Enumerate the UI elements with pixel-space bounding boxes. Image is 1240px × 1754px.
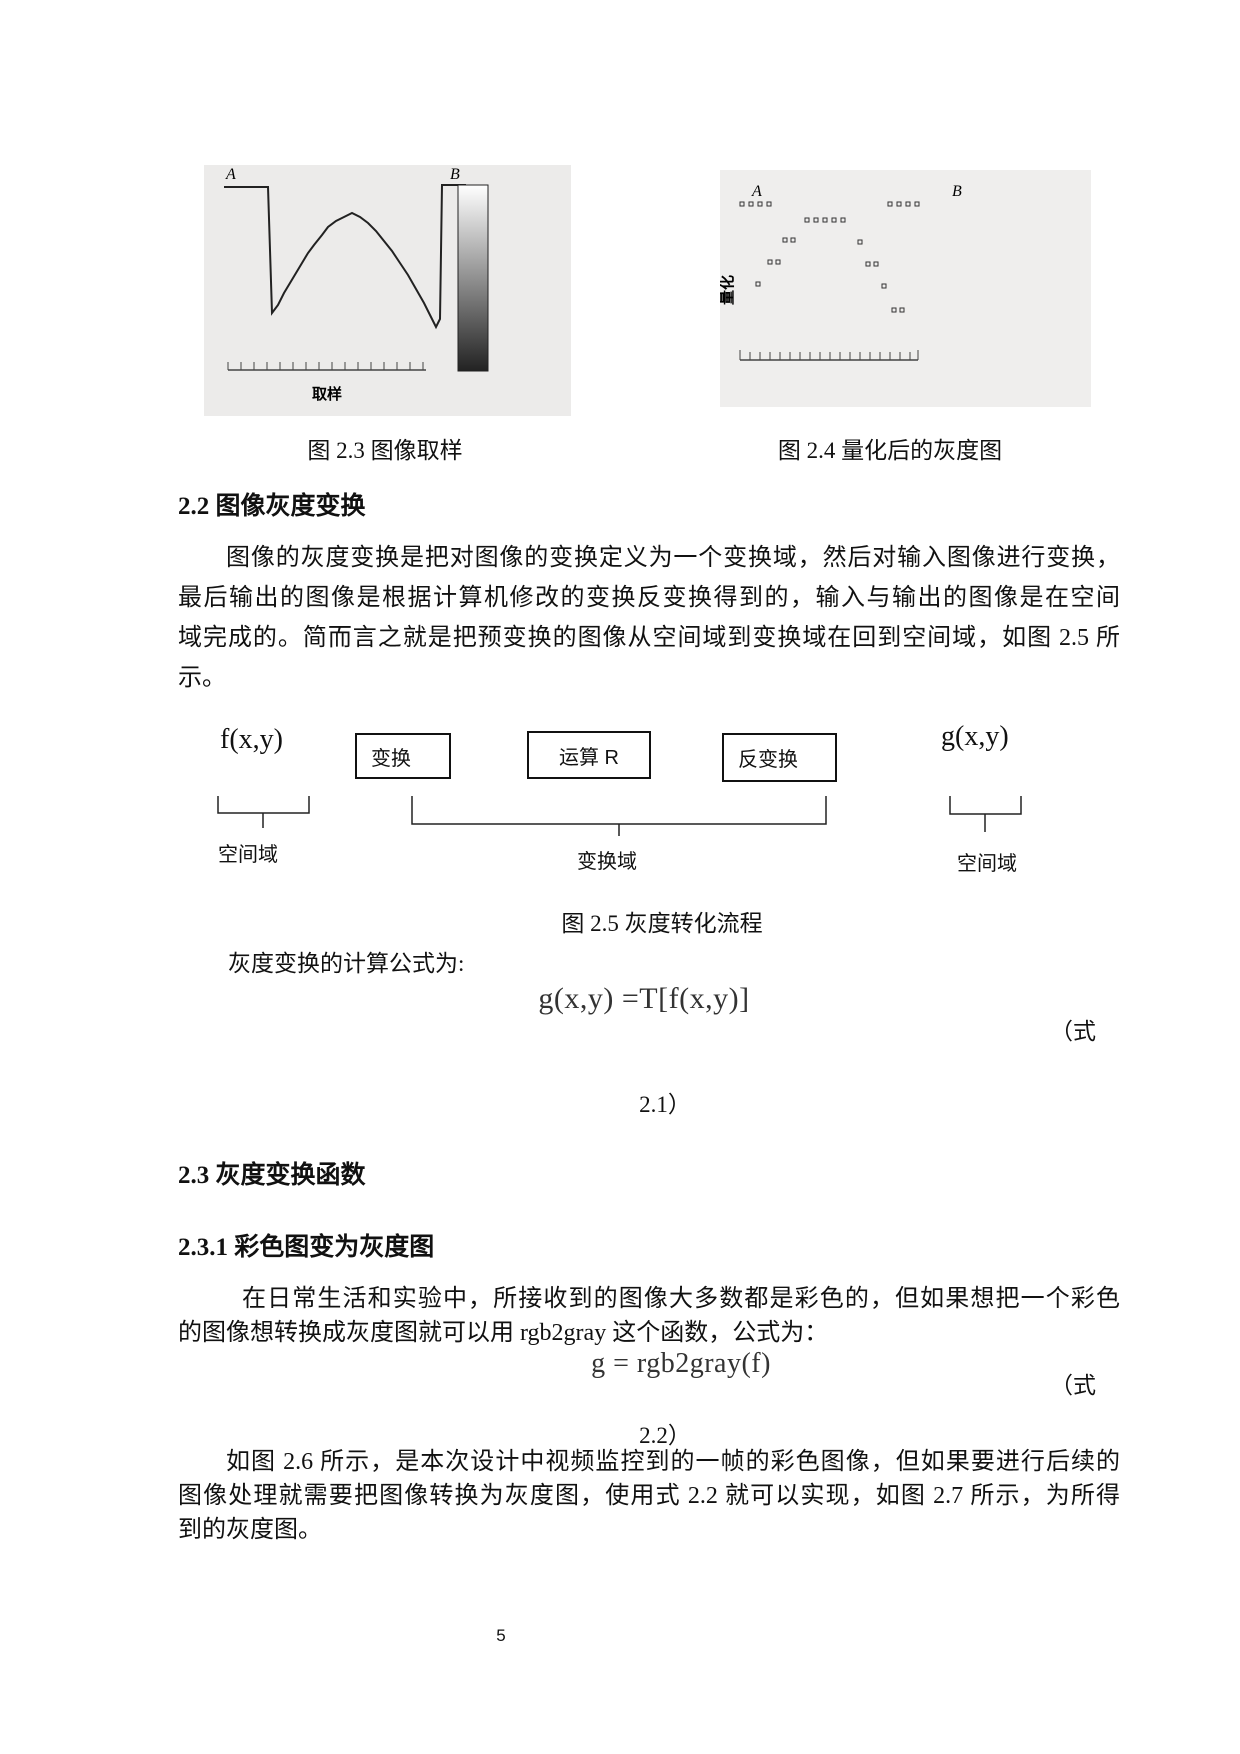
section-2-3-1-paragraph: 在日常生活和实验中，所接收到的图像大多数都是彩色的，但如果想把一个彩色 的图像想… [178,1282,1120,1350]
y-axis-label: 量化 [720,275,736,305]
spatial-domain-label: 空间域 [218,844,278,866]
x-axis-ticks [739,350,919,360]
figure-2-5-caption: 图 2.5 灰度转化流程 [561,911,763,936]
label-a: A [225,166,236,183]
section-heading-2-3: 2.3 灰度变换函数 [178,1162,366,1189]
sampling-plot: A B 取样 [224,166,489,403]
input-function: f(x,y) [220,724,283,755]
figure-2-3-caption: 图 2.3 图像取样 [307,438,463,463]
paragraph-line: 域完成的。简而言之就是把预变换的图像从空间域到变换域在回到空间域，如图 2.5 … [178,625,1120,651]
paragraph-line: 如图 2.6 所示，是本次设计中视频监控到的一帧的彩色图像，但如果要进行后续的 [226,1449,1120,1475]
paragraph-line: 示。 [178,665,226,691]
transform-box: 变换 [355,733,451,779]
figure-2-4-quantized-gray: A B 量化 [718,170,1091,407]
left-brace [217,796,310,828]
paragraph-line: 图像的灰度变换是把对图像的变换定义为一个变换域，然后对输入图像进行变换， [226,545,1120,571]
label-b: B [450,166,460,183]
figure-2-3-image-sampling: A B 取样 [204,165,571,416]
formula-intro: 灰度变换的计算公式为: [228,951,465,976]
section-heading-2-3-1: 2.3.1 彩色图变为灰度图 [178,1234,435,1261]
equation-label: （式 [1050,1019,1096,1044]
transform-box-label: 变换 [371,747,411,770]
paragraph-line: 的图像想转换成灰度图就可以用 rgb2gray 这个函数，公式为： [178,1320,829,1346]
formula-2-1: g(x,y) =T[f(x,y)] [538,982,750,1015]
figure-2-4-caption: 图 2.4 量化后的灰度图 [777,438,1003,463]
paragraph-line: 最后输出的图像是根据计算机修改的变换反变换得到的，输入与输出的图像是在空间 [178,585,1120,611]
x-axis-ticks [227,362,424,370]
spatial-domain-label: 空间域 [957,853,1017,875]
middle-brace [411,796,827,836]
label-b: B [952,183,962,200]
sampling-curve [224,184,466,330]
formula-2-2: g = rgb2gray(f) [591,1348,771,1379]
transform-domain-label: 变换域 [577,851,637,873]
equation-number: 2.2） [639,1423,691,1448]
paragraph-line: 图像处理就需要把图像转换为灰度图，使用式 2.2 就可以实现，如图 2.7 所示… [178,1483,1120,1509]
page-number: 5 [496,1626,506,1645]
operation-box-label: 运算 R [559,746,619,769]
x-axis-label: 取样 [312,385,342,403]
grayscale-colorbar [457,184,489,372]
paragraph-line: 在日常生活和实验中，所接收到的图像大多数都是彩色的，但如果想把一个彩色 [242,1286,1120,1312]
quantized-points [739,201,920,313]
label-a: A [751,183,762,200]
section-2-2-paragraph: 图像的灰度变换是把对图像的变换定义为一个变换域，然后对输入图像进行变换， 最后输… [178,538,1120,698]
domain-braces [217,796,1022,836]
paragraph-line: 到的灰度图。 [178,1517,322,1543]
section-heading-2-2: 2.2 图像灰度变换 [178,493,366,520]
output-function: g(x,y) [941,721,1009,752]
inverse-transform-box-label: 反变换 [738,749,798,771]
operation-r-box: 运算 R [527,731,651,779]
quantization-plot: A B 量化 [718,183,962,361]
equation-label: （式 [1050,1373,1096,1398]
equation-number: 2.1） [639,1092,691,1117]
inverse-transform-box: 反变换 [722,733,837,782]
section-2-3-1-paragraph-2: 如图 2.6 所示，是本次设计中视频监控到的一帧的彩色图像，但如果要进行后续的 … [178,1445,1120,1547]
right-brace [949,796,1022,832]
